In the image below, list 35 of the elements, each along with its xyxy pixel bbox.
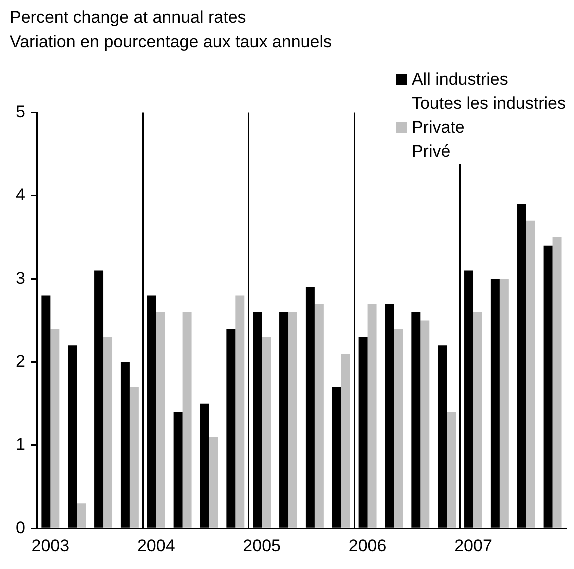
bar — [341, 354, 350, 528]
chart-subtitle: Variation en pourcentage aux taux annuels — [10, 32, 332, 52]
bar — [130, 387, 139, 528]
bar — [420, 320, 430, 528]
y-tick-label: 0 — [16, 518, 26, 538]
x-tick-label: 2005 — [243, 536, 281, 556]
bar — [394, 329, 404, 528]
y-tick-label: 3 — [16, 268, 26, 288]
bar — [209, 437, 218, 528]
x-tick-label: 2007 — [454, 536, 492, 556]
bar — [500, 279, 509, 528]
y-tick-label: 4 — [16, 186, 26, 205]
x-tick-label: 2006 — [348, 536, 387, 556]
chart-title: Percent change at annual rates — [10, 8, 246, 27]
bar — [236, 296, 245, 528]
y-tick-label: 5 — [16, 102, 26, 122]
x-tick-label: 2003 — [32, 536, 70, 556]
bar — [552, 238, 562, 528]
bar — [474, 312, 482, 528]
bar — [50, 329, 60, 528]
bar — [288, 312, 298, 528]
bar — [262, 337, 272, 528]
bar — [314, 304, 324, 528]
bar — [104, 337, 113, 528]
bar — [156, 312, 166, 528]
legend-label: All industries Toutes les industries — [412, 68, 566, 115]
bar — [526, 220, 536, 528]
bar — [77, 504, 86, 528]
bar — [368, 304, 377, 528]
bar — [182, 312, 192, 528]
legend-label: Private Privé — [412, 116, 465, 163]
bar — [447, 412, 456, 528]
x-tick-label: 2004 — [137, 536, 176, 556]
y-tick-label: 2 — [16, 352, 26, 371]
y-tick-label: 1 — [16, 435, 26, 454]
